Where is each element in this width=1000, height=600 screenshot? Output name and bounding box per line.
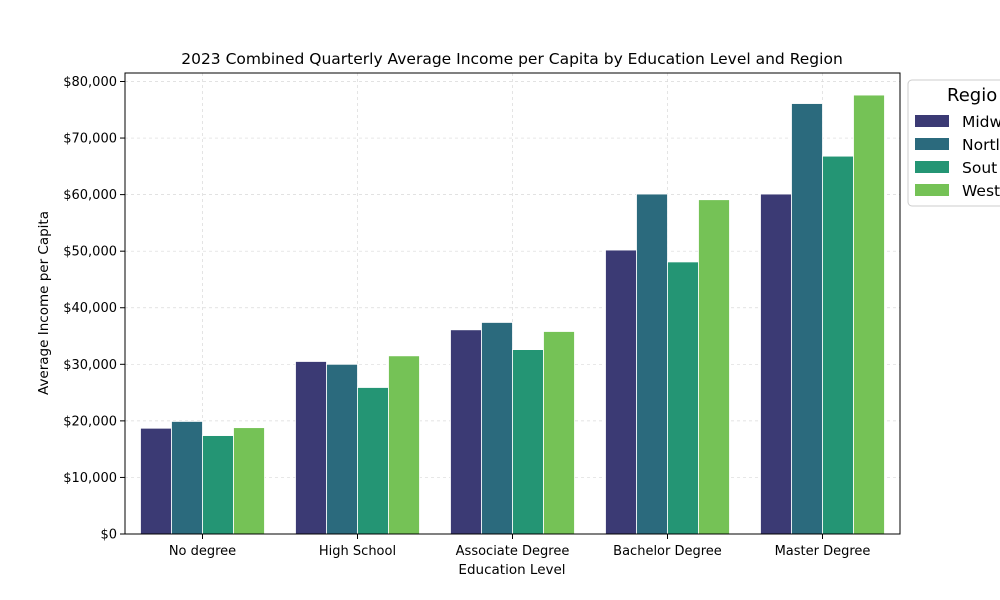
bar: [853, 94, 885, 535]
bar: [791, 103, 823, 535]
bars: [140, 94, 885, 535]
x-axis: No degree High School Associate Degree Bach…: [169, 534, 871, 559]
bar: [450, 329, 482, 535]
x-tick-label: High School: [319, 544, 396, 559]
bar: [233, 427, 265, 535]
bar: [760, 193, 792, 535]
bar: [636, 193, 668, 535]
y-tick-label: $40,000: [63, 301, 117, 316]
bar: [295, 361, 327, 535]
y-tick-label: $50,000: [63, 245, 117, 260]
legend-label: Nortl: [962, 136, 1000, 154]
bar: [388, 355, 420, 535]
y-tick-label: $10,000: [63, 471, 117, 486]
x-axis-label: Education Level: [458, 562, 565, 578]
y-tick-label: $80,000: [63, 75, 117, 90]
legend-items: Midw Nortl Sout West: [915, 113, 1000, 200]
bar: [326, 363, 358, 535]
bar: [512, 349, 544, 535]
bar: [543, 331, 575, 535]
legend-swatch: [915, 115, 949, 127]
bar: [822, 155, 854, 535]
bar: [698, 199, 730, 535]
bar: [140, 427, 172, 535]
bar: [605, 249, 637, 535]
legend-label: Sout: [962, 159, 997, 177]
chart-title: 2023 Combined Quarterly Average Income p…: [181, 50, 843, 68]
x-tick-label: No degree: [169, 544, 236, 559]
bar: [667, 261, 699, 535]
x-tick-label: Associate Degree: [456, 544, 570, 559]
bar: [357, 387, 389, 535]
legend-label: Midw: [962, 113, 1000, 131]
y-tick-label: $20,000: [63, 414, 117, 429]
y-tick-label: $0: [100, 528, 117, 543]
x-tick-label: Master Degree: [775, 544, 871, 559]
bar: [481, 322, 513, 535]
legend-swatch: [915, 161, 949, 173]
legend-swatch: [915, 184, 949, 196]
y-tick-label: $30,000: [63, 358, 117, 373]
y-tick-label: $60,000: [63, 188, 117, 203]
x-tick-label: Bachelor Degree: [613, 544, 722, 559]
bar: [171, 421, 203, 535]
bar: [202, 435, 234, 535]
legend: Regio Midw Nortl Sout West: [907, 79, 1000, 207]
legend-box: [907, 79, 1000, 207]
y-tick-label: $70,000: [63, 132, 117, 147]
legend-title: Regio: [947, 85, 997, 106]
y-axis-label: Average Income per Capita: [36, 211, 52, 395]
legend-swatch: [915, 138, 949, 150]
legend-label: West: [962, 182, 1000, 200]
y-axis: $0 $10,000 $20,000 $30,000 $40,000 $50,000 $60…: [63, 75, 125, 543]
